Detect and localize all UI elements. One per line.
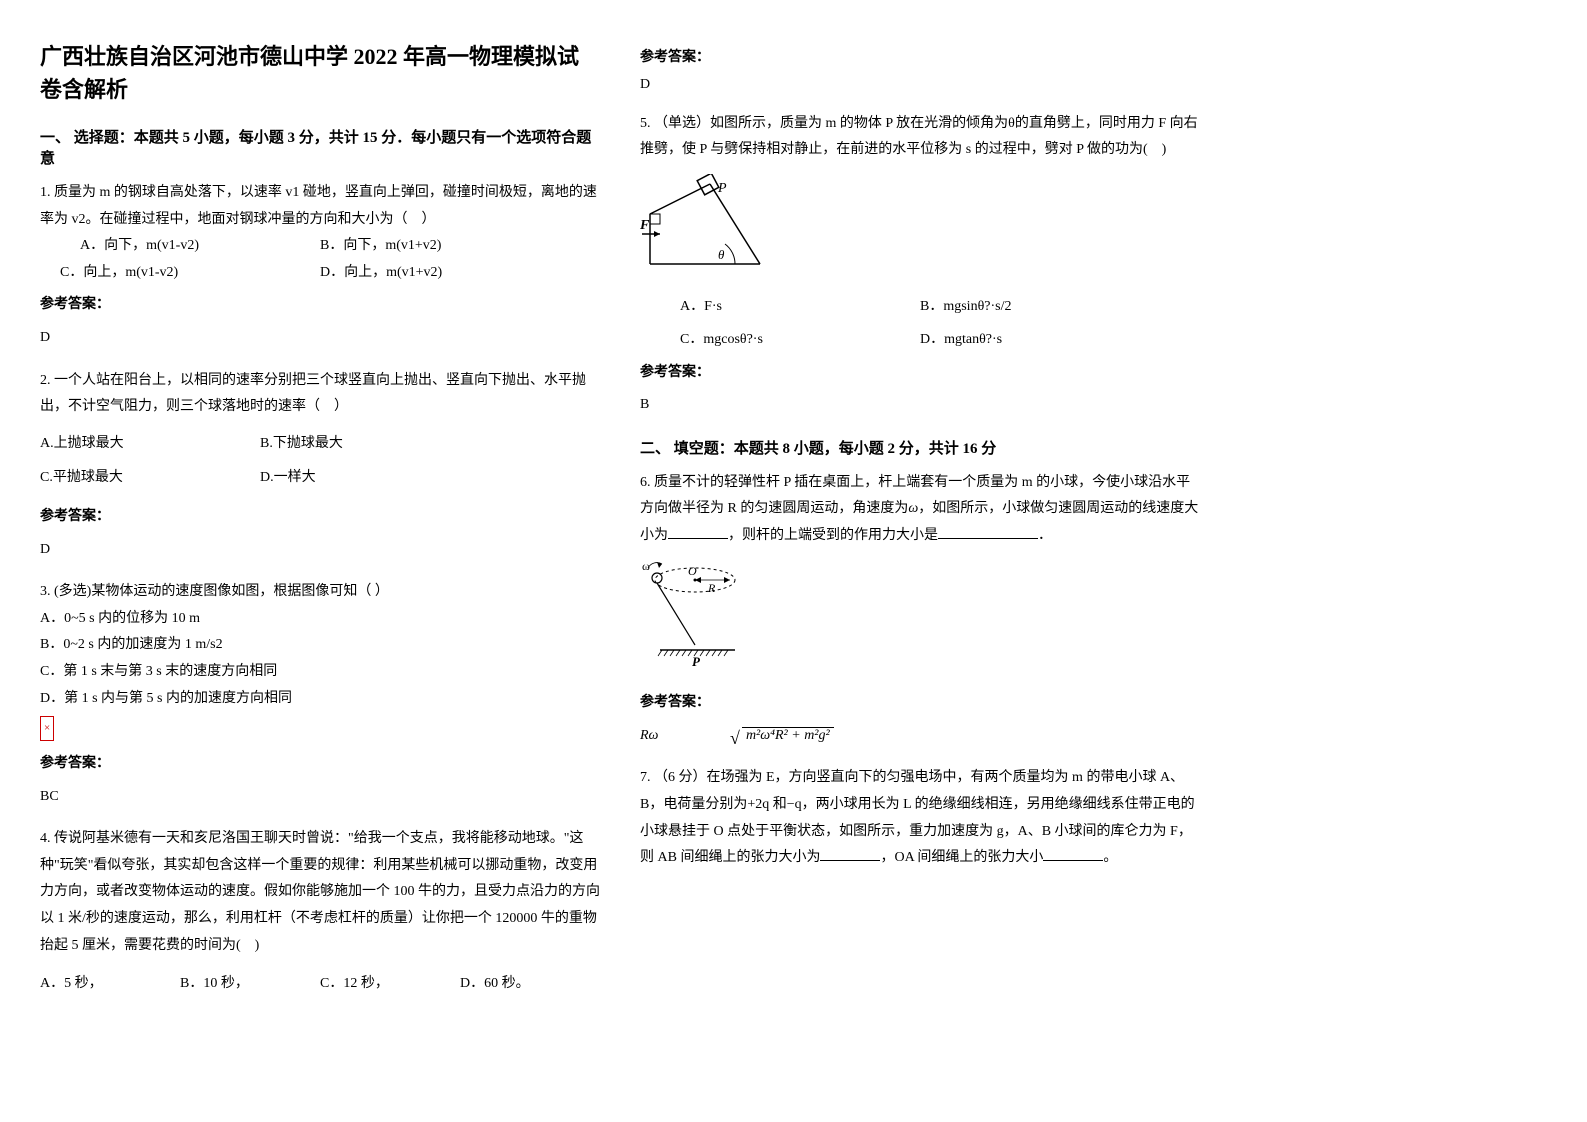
p-label: P xyxy=(692,654,701,669)
q3-opt-d: D．第 1 s 内与第 5 s 内的加速度方向相同 xyxy=(40,686,600,713)
q5-options-row2: C．mgcosθ?·s D．mgtanθ?·s xyxy=(640,327,1200,354)
q5-opt-c: C．mgcosθ?·s xyxy=(640,327,920,354)
q6-answer2-sqrt: m²ω⁴R² + m²g² xyxy=(742,727,834,743)
theta-label: θ xyxy=(718,247,725,262)
q3-opt-a: A．0~5 s 内的位移为 10 m xyxy=(40,606,600,633)
q2-text: 2. 一个人站在阳台上，以相同的速率分别把三个球竖直向上抛出、竖直向下抛出、水平… xyxy=(40,368,600,421)
q2-opt-a: A.上抛球最大 xyxy=(40,431,200,458)
q2-opt-b: B.下抛球最大 xyxy=(260,431,343,458)
q5-answer-label: 参考答案： xyxy=(640,360,1200,387)
q1-options: A．向下，m(v1-v2) B．向下，m(v1+v2) C．向上，m(v1-v2… xyxy=(40,233,600,286)
q1-answer: D xyxy=(40,325,600,352)
q4-opt-b: B．10 秒， xyxy=(180,971,320,998)
blank-1 xyxy=(668,525,728,539)
q5-opt-d: D．mgtanθ?·s xyxy=(920,327,1200,354)
q5-diagram: θ F P xyxy=(640,174,1200,285)
question-1: 1. 质量为 m 的钢球自高处落下，以速率 v1 碰地，竖直向上弹回，碰撞时间极… xyxy=(40,180,600,352)
q6-omega: ω xyxy=(908,501,918,516)
section2-header: 二、 填空题：本题共 8 小题，每小题 2 分，共计 16 分 xyxy=(640,437,1200,458)
q2-opt-d: D.一样大 xyxy=(260,465,316,492)
sqrt-symbol: √ xyxy=(730,721,740,755)
broken-image-icon: × xyxy=(40,716,54,741)
q5-opt-a: A．F·s xyxy=(640,294,920,321)
force-label: F xyxy=(640,218,650,233)
section1-header: 一、 选择题：本题共 5 小题，每小题 3 分，共计 15 分．每小题只有一个选… xyxy=(40,126,600,168)
q6-answer1: Rω xyxy=(640,728,658,743)
q4-options: A．5 秒， B．10 秒， C．12 秒， D．60 秒。 xyxy=(40,971,600,998)
question-4: 4. 传说阿基米德有一天和亥尼洛国王聊天时曾说："给我一个支点，我将能移动地球。… xyxy=(40,826,600,998)
blank-2 xyxy=(938,525,1038,539)
q4-text: 4. 传说阿基米德有一天和亥尼洛国王聊天时曾说："给我一个支点，我将能移动地球。… xyxy=(40,826,600,959)
q7-text-part3: 。 xyxy=(1103,850,1117,865)
q1-opt-d: D．向上，m(v1+v2) xyxy=(320,260,600,287)
q1-opt-c: C．向上，m(v1-v2) xyxy=(40,260,320,287)
q4-opt-c: C．12 秒， xyxy=(320,971,460,998)
question-7: 7. （6 分）在场强为 E，方向竖直向下的匀强电场中，有两个质量均为 m 的带… xyxy=(640,765,1200,871)
q4-answer: D xyxy=(640,72,1200,99)
o-label: O xyxy=(688,564,697,578)
q3-opt-b: B．0~2 s 内的加速度为 1 m/s2 xyxy=(40,632,600,659)
blank-4 xyxy=(1043,847,1103,861)
question-6: 6. 质量不计的轻弹性杆 P 插在桌面上，杆上端套有一个质量为 m 的小球，今使… xyxy=(640,470,1200,750)
q6-answer-label: 参考答案： xyxy=(640,690,1200,717)
q2-options-row2: C.平抛球最大 D.一样大 xyxy=(40,465,600,492)
q2-answer-label: 参考答案： xyxy=(40,504,600,531)
q2-answer: D xyxy=(40,537,600,564)
q6-answer: Rω m²ω⁴R² + m²g² √ xyxy=(640,723,1200,750)
q1-text: 1. 质量为 m 的钢球自高处落下，以速率 v1 碰地，竖直向上弹回，碰撞时间极… xyxy=(40,180,600,233)
q1-opt-b: B．向下，m(v1+v2) xyxy=(320,233,600,260)
q6-text-part3: ，则杆的上端受到的作用力大小是 xyxy=(728,528,938,543)
q3-answer-label: 参考答案： xyxy=(40,751,600,778)
q3-text: 3. (多选)某物体运动的速度图像如图，根据图像可知（ ） xyxy=(40,579,600,606)
question-2: 2. 一个人站在阳台上，以相同的速率分别把三个球竖直向上抛出、竖直向下抛出、水平… xyxy=(40,368,600,564)
q6-text: 6. 质量不计的轻弹性杆 P 插在桌面上，杆上端套有一个质量为 m 的小球，今使… xyxy=(640,470,1200,550)
document-title: 广西壮族自治区河池市德山中学 2022 年高一物理模拟试卷含解析 xyxy=(40,40,600,106)
q7-text: 7. （6 分）在场强为 E，方向竖直向下的匀强电场中，有两个质量均为 m 的带… xyxy=(640,765,1200,871)
p-label: P xyxy=(717,181,727,196)
q4-opt-d: D．60 秒。 xyxy=(460,971,600,998)
q5-answer: B xyxy=(640,392,1200,419)
q4-answer-label: 参考答案： xyxy=(640,46,1200,66)
r-label: R xyxy=(707,581,716,595)
q5-opt-b: B．mgsinθ?·s/2 xyxy=(920,294,1200,321)
q6-text-part4: ． xyxy=(1038,528,1052,543)
question-5: 5. （单选）如图所示，质量为 m 的物体 P 放在光滑的倾角为θ的直角劈上，同… xyxy=(640,111,1200,419)
blank-3 xyxy=(820,847,880,861)
left-column: 广西壮族自治区河池市德山中学 2022 年高一物理模拟试卷含解析 一、 选择题：… xyxy=(40,40,600,1014)
q6-diagram: O R P ω xyxy=(640,560,1200,681)
q5-text: 5. （单选）如图所示，质量为 m 的物体 P 放在光滑的倾角为θ的直角劈上，同… xyxy=(640,111,1200,164)
right-column: 参考答案： D 5. （单选）如图所示，质量为 m 的物体 P 放在光滑的倾角为… xyxy=(640,40,1200,1014)
q2-opt-c: C.平抛球最大 xyxy=(40,465,200,492)
q1-answer-label: 参考答案： xyxy=(40,292,600,319)
q7-text-part2: ，OA 间细绳上的张力大小 xyxy=(880,850,1043,865)
q5-options-row1: A．F·s B．mgsinθ?·s/2 xyxy=(640,294,1200,321)
question-3: 3. (多选)某物体运动的速度图像如图，根据图像可知（ ） A．0~5 s 内的… xyxy=(40,579,600,810)
q3-answer: BC xyxy=(40,784,600,811)
q4-opt-a: A．5 秒， xyxy=(40,971,180,998)
q2-options-row1: A.上抛球最大 B.下抛球最大 xyxy=(40,431,600,458)
q1-opt-a: A．向下，m(v1-v2) xyxy=(40,233,320,260)
q3-opt-c: C．第 1 s 末与第 3 s 末的速度方向相同 xyxy=(40,659,600,686)
